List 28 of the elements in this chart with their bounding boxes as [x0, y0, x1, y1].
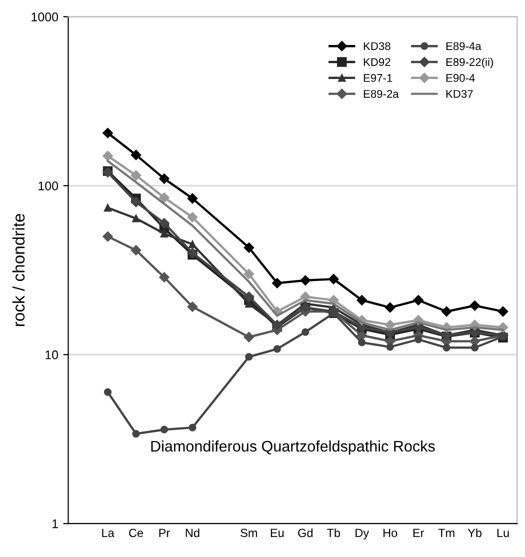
y-axis-title: rock / chondrite [12, 214, 25, 326]
y-tick-label: 100 [38, 181, 58, 190]
x-tick-label: Tb [327, 528, 340, 538]
x-tick-label: Nd [186, 528, 200, 538]
x-tick-label: Ce [129, 528, 144, 538]
legend-label: KD92 [364, 58, 390, 66]
x-tick-label: Pr [159, 528, 170, 537]
legend-label: E89-4a [446, 42, 482, 50]
x-tick-label: Eu [270, 528, 284, 538]
x-tick-label: Ho [384, 528, 398, 538]
x-tick-label: Tm [438, 528, 454, 537]
y-tick-label: 10 [46, 350, 58, 360]
y-tick-label: 1000 [32, 12, 58, 22]
y-tick-label: 1 [52, 520, 58, 528]
annotation: Diamondiferous Quartzofeldspathic Rocks [151, 440, 435, 455]
x-tick-label: Er [413, 528, 424, 537]
legend-label: E90-4 [446, 74, 475, 82]
legend-label: E89-2a [364, 90, 399, 98]
x-tick-label: Gd [298, 528, 313, 538]
x-tick-label: Dy [356, 528, 370, 540]
legend-label: E97-1 [364, 74, 392, 82]
legend-label: KD37 [446, 90, 473, 98]
x-tick-label: Lu [497, 528, 509, 538]
x-tick-label: La [102, 528, 114, 538]
legend-label: E89-22(ii) [446, 58, 493, 68]
x-tick-label: Yb [468, 528, 482, 538]
legend-label: KD38 [364, 42, 390, 50]
x-tick-label: Sm [240, 528, 258, 538]
